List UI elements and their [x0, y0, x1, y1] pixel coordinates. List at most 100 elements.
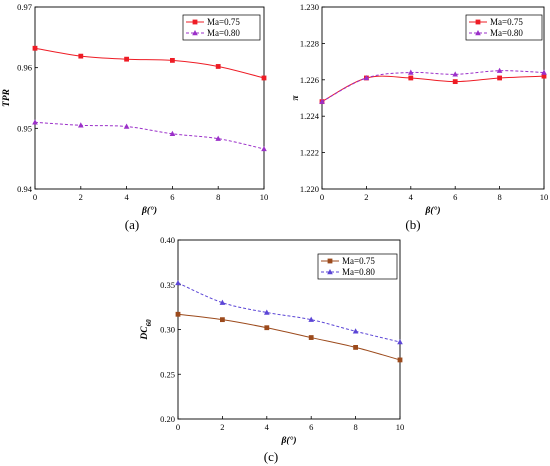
y-tick-label: 0.96 — [17, 63, 32, 73]
data-point-triangle — [496, 67, 503, 73]
data-point-triangle — [123, 123, 130, 129]
y-tick-label: 1.222 — [300, 148, 319, 158]
data-point-square — [32, 45, 38, 51]
panel-label: (b) — [405, 217, 420, 232]
y-tick-label: 0.35 — [160, 280, 175, 290]
plot-frame — [34, 6, 265, 190]
chart-panel-2: 0 2 4 6 8 10 1.220 1.222 1.224 1.226 1.228 1.230 β(°… — [291, 2, 548, 232]
series-1 — [32, 45, 267, 81]
legend-label: Ma=0.75 — [490, 17, 523, 27]
y-tick-label: 0.25 — [160, 369, 175, 379]
y-tick-label: 1.228 — [300, 38, 319, 48]
legend-box — [182, 14, 261, 41]
x-tick-label: 4 — [124, 192, 129, 202]
data-point-square — [215, 64, 221, 69]
chart-panel-3: 0 2 4 6 8 10 0.20 0.25 0.30 0.35 0.40 β(°) DC60 Ma=0.… — [140, 235, 404, 464]
x-tick-label: 8 — [497, 192, 501, 202]
data-point-triangle — [264, 309, 270, 315]
legend-label: Ma=0.80 — [490, 28, 523, 38]
data-point-triangle — [327, 269, 333, 275]
x-tick-label: 10 — [540, 192, 549, 202]
legend-label: Ma=0.75 — [342, 256, 375, 266]
series-1 — [175, 311, 403, 363]
data-point-square — [192, 19, 198, 25]
data-point-triangle — [541, 69, 547, 75]
panel-label: (c) — [264, 449, 278, 464]
data-point-triangle — [452, 71, 458, 77]
chart-panel-1: 0 2 4 6 8 10 0.94 0.95 0.96 0.97 β(°) TPR Ma=0.75Ma=… — [2, 2, 268, 232]
data-point-triangle — [215, 135, 221, 141]
panel-label: (a) — [125, 217, 139, 232]
data-point-square — [353, 345, 358, 350]
data-point-square — [78, 53, 84, 59]
data-point-triangle — [308, 316, 314, 322]
y-tick-label: 0.30 — [160, 325, 175, 335]
x-tick-label: 0 — [320, 192, 324, 202]
data-point-square — [261, 75, 267, 81]
data-point-square — [264, 325, 270, 331]
y-tick-label: 0.95 — [17, 123, 32, 133]
x-tick-label: 0 — [33, 192, 37, 202]
data-point-square — [170, 57, 175, 63]
y-tick-label: 0.20 — [160, 414, 175, 424]
data-point-triangle — [319, 98, 325, 104]
y-axis-label: π — [291, 95, 301, 101]
data-point-square — [175, 311, 181, 317]
data-point-triangle — [192, 30, 198, 36]
x-tick-label: 6 — [309, 422, 313, 432]
x-axis-label: β(°) — [281, 435, 297, 446]
y-tick-label: 0.40 — [160, 235, 175, 245]
series-line — [321, 75, 545, 103]
data-point-square — [308, 335, 314, 340]
data-point-square — [475, 19, 481, 25]
data-point-square — [497, 75, 502, 81]
legend-box — [317, 253, 398, 280]
legend-box — [465, 14, 543, 41]
legend-label: Ma=0.75 — [207, 17, 240, 27]
series-2 — [319, 67, 547, 104]
data-point-square — [327, 258, 333, 264]
data-point-square — [541, 73, 547, 79]
data-point-triangle — [175, 279, 181, 286]
data-point-triangle — [397, 339, 403, 345]
series-line — [34, 47, 265, 79]
data-point-square — [124, 56, 129, 62]
y-tick-label: 1.226 — [300, 75, 319, 85]
data-point-triangle — [363, 74, 370, 81]
y-tick-label: 1.224 — [300, 111, 320, 121]
data-point-triangle — [169, 130, 176, 136]
x-tick-label: 8 — [216, 192, 220, 202]
series-2 — [175, 279, 403, 345]
series-line — [34, 121, 265, 150]
data-point-square — [452, 79, 458, 85]
x-tick-label: 4 — [409, 192, 414, 202]
series-line — [177, 313, 401, 361]
y-axis-label: DC60 — [140, 319, 153, 341]
data-point-triangle — [408, 69, 414, 75]
series-line — [321, 70, 545, 103]
x-tick-label: 2 — [220, 422, 224, 432]
x-tick-label: 10 — [396, 422, 405, 432]
legend-label: Ma=0.80 — [207, 28, 240, 38]
data-point-square — [408, 75, 414, 81]
x-tick-label: 0 — [176, 422, 180, 432]
y-tick-label: 1.230 — [300, 2, 319, 12]
series-1 — [319, 73, 547, 105]
x-axis-label: β(°) — [425, 205, 441, 216]
x-axis-label: β(°) — [141, 205, 157, 216]
data-point-triangle — [352, 328, 359, 334]
x-tick-label: 10 — [260, 192, 269, 202]
series-line — [177, 282, 401, 343]
y-tick-label: 0.97 — [17, 2, 32, 12]
x-tick-label: 6 — [170, 192, 174, 202]
data-point-square — [220, 317, 225, 323]
data-point-triangle — [78, 122, 84, 128]
series-2 — [32, 119, 267, 152]
y-axis-label: TPR — [2, 89, 12, 107]
data-point-triangle — [32, 119, 38, 125]
data-point-triangle — [261, 145, 267, 152]
x-tick-label: 2 — [79, 192, 83, 202]
